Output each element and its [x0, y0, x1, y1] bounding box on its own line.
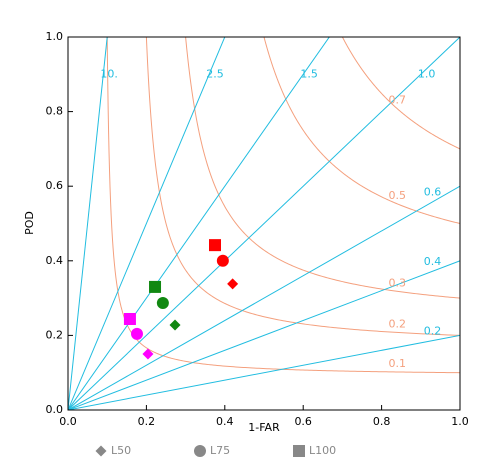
- y-tick-label: 0.4: [46, 254, 64, 267]
- legend-marker: [194, 445, 206, 457]
- legend-label: L50: [111, 444, 131, 457]
- marker-square: [149, 280, 162, 293]
- bias-label: 0.4: [424, 255, 442, 268]
- x-tick-label: 1.0: [451, 415, 469, 428]
- csi-line: [106, 37, 460, 374]
- bias-line: [68, 37, 330, 410]
- csi-label: 0.5: [389, 189, 407, 202]
- csi-line: [341, 37, 460, 150]
- bias-label: 10.: [100, 67, 118, 80]
- marker-diamond: [169, 319, 181, 331]
- bias-line: [68, 37, 460, 410]
- csi-line: [185, 37, 460, 299]
- legend-label: L75: [210, 444, 230, 457]
- y-tick-label: 0.8: [46, 105, 64, 118]
- y-tick-label: 0.2: [46, 328, 64, 341]
- bias-line: [68, 37, 226, 410]
- legend-marker: [293, 445, 305, 457]
- y-tick-label: 0.6: [46, 179, 64, 192]
- csi-label: 0.2: [389, 317, 407, 330]
- x-tick-label: 0.4: [216, 415, 234, 428]
- marker-diamond: [227, 278, 239, 290]
- bias-line: [68, 185, 460, 410]
- csi-line: [263, 37, 460, 224]
- plot-frame: [67, 36, 461, 411]
- y-tick-label: 1.0: [46, 30, 64, 43]
- legend-label: L100: [309, 444, 336, 457]
- marker-circle: [130, 327, 143, 340]
- csi-label: 0.3: [389, 276, 407, 289]
- csi-label: 0.1: [389, 357, 407, 370]
- bias-label: 0.6: [424, 186, 442, 199]
- marker-square: [209, 239, 221, 252]
- x-tick-label: 0.0: [59, 415, 77, 428]
- marker-square: [123, 312, 136, 325]
- y-tick-label: 0.0: [46, 403, 64, 416]
- marker-diamond: [142, 348, 154, 360]
- bias-label: 2.5: [206, 67, 224, 80]
- csi-line: [145, 37, 460, 336]
- x-tick-label: 0.6: [294, 415, 312, 428]
- x-axis-label: 1-FAR: [248, 421, 280, 434]
- x-tick-label: 0.2: [138, 415, 156, 428]
- legend-marker: [95, 445, 107, 457]
- bias-line: [68, 260, 460, 410]
- marker-circle: [216, 254, 229, 267]
- reference-lines: [68, 37, 460, 410]
- bias-line: [68, 334, 460, 410]
- csi-label: 0.7: [389, 94, 407, 107]
- y-axis-label: POD: [23, 211, 36, 235]
- x-tick-label: 0.8: [373, 415, 391, 428]
- bias-label: 1.5: [300, 67, 318, 80]
- marker-circle: [156, 296, 169, 309]
- bias-label: 1.0: [418, 67, 436, 80]
- bias-label: 0.2: [424, 324, 442, 337]
